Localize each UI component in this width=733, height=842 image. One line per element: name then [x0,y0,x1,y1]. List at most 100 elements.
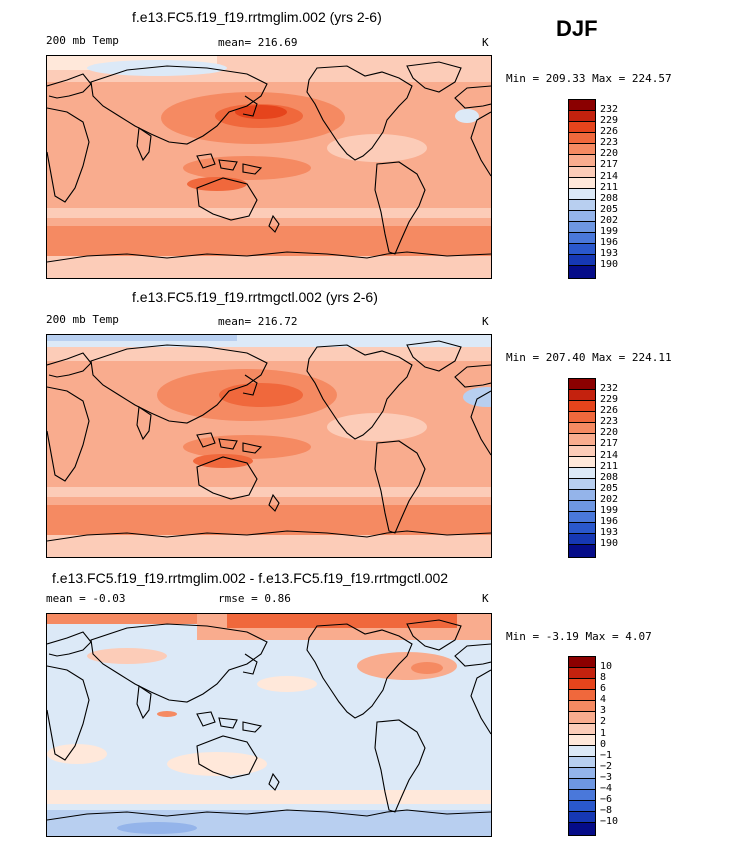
colorbar-label: 208 [600,471,619,483]
color-cell [569,233,595,245]
colorbar-label: 229 [600,394,619,406]
cool-patch [327,134,427,162]
panel-1-title: f.e13.FC5.f19_f19.rrtmglim.002 (yrs 2-6) [132,9,382,25]
color-cell [569,534,595,546]
colorbar-label: 208 [600,192,619,204]
color-cell [569,222,595,234]
panel-3-minmax: Min = -3.19 Max = 4.07 [506,630,652,643]
panel-2-left-label: 200 mb Temp [46,313,119,326]
color-cell [569,434,595,446]
colorbar-label: 223 [600,416,619,428]
color-cell [569,445,595,457]
color-cell [569,734,595,746]
color-cell [569,423,595,435]
color-cell [569,668,595,680]
colorbar-label: 193 [600,248,619,260]
color-cell [569,111,595,123]
panel-1-left-label: 200 mb Temp [46,34,119,47]
colorbar-label: 226 [600,405,619,417]
polar-band-south [47,810,491,836]
panel-1-mean-label: mean= 216.69 [218,36,298,49]
color-cell [569,523,595,535]
band [47,208,491,218]
color-cell [569,779,595,791]
colorbar-label: −3 [600,771,613,783]
panel-1-colorbar [568,99,596,279]
colorbar-label: 205 [600,482,619,494]
color-cell [569,188,595,200]
color-cell [569,701,595,713]
color-cell [569,100,595,112]
color-cell [569,690,595,702]
colorbar-label: 1 [600,727,607,739]
colorbar-label: 8 [600,672,607,684]
panel-3-mean-label: mean = -0.03 [46,592,126,605]
color-cell [569,756,595,768]
color-cell [569,790,595,802]
color-cell [569,266,595,278]
color-cell [569,401,595,413]
colorbar-label: 214 [600,449,619,461]
color-cell [569,745,595,757]
panel-2-units: K [482,315,489,328]
warm-core [193,454,253,468]
color-cell [569,199,595,211]
polar-band-south [47,535,491,557]
colorbar-label: 190 [600,259,619,271]
color-cell [569,501,595,513]
colorbar-label: 202 [600,214,619,226]
band [47,790,491,804]
warm-core [187,177,247,191]
neutral-patch [167,752,267,776]
color-cell [569,801,595,813]
colorbar-label: 220 [600,148,619,160]
panel-3-title: f.e13.FC5.f19_f19.rrtmglim.002 - f.e13.F… [52,570,449,586]
colorbar-label: 229 [600,115,619,127]
color-cell [569,767,595,780]
colorbar-label: −1 [600,749,613,761]
colorbar-label: 6 [600,683,607,695]
color-cell [569,456,595,468]
panel-3-colorbar [568,656,596,836]
colorbar-label: −6 [600,794,613,806]
cold-patch [117,822,197,834]
colorbar-label: 4 [600,694,607,706]
warm-spot [157,711,177,717]
colorbar-label: 196 [600,516,619,528]
color-cell [569,657,595,669]
colorbar-label: 232 [600,383,619,394]
colorbar-label: 2 [600,716,607,728]
warm-patch [87,648,167,664]
colorbar-label: 214 [600,170,619,182]
color-cell [569,823,595,835]
warm-core [219,383,303,407]
colorbar-label: 223 [600,137,619,149]
cool-patch [327,413,427,441]
color-cell [569,512,595,524]
warm-band-core [227,614,457,628]
panel-3-units: K [482,592,489,605]
colorbar-label: 217 [600,159,619,171]
color-cell [569,390,595,402]
colorbar-label: 211 [600,181,619,193]
color-cell [569,244,595,256]
neutral-patch [47,744,107,764]
polar-band-south [47,256,491,278]
color-cell [569,489,595,502]
color-cell [569,679,595,691]
neutral-patch [257,676,317,692]
warm-core [411,662,443,674]
panel-2-colorbar-labels: 232 229 226 223 220 217 214 211 208 205 … [600,383,618,549]
band [47,505,491,535]
color-cell [569,177,595,189]
color-cell [569,155,595,167]
color-cell [569,812,595,824]
colorbar-label: 217 [600,438,619,450]
cold-patch [463,387,491,407]
panel-3-colorbar-labels: 10 8 6 4 3 2 1 0 −1 −2 −3 −4 −6 −8 −10 [600,661,618,827]
color-cell [569,723,595,735]
band [47,487,491,497]
warm-patch [183,156,311,180]
color-cell [569,133,595,145]
polar-band-north-colder [47,335,237,341]
